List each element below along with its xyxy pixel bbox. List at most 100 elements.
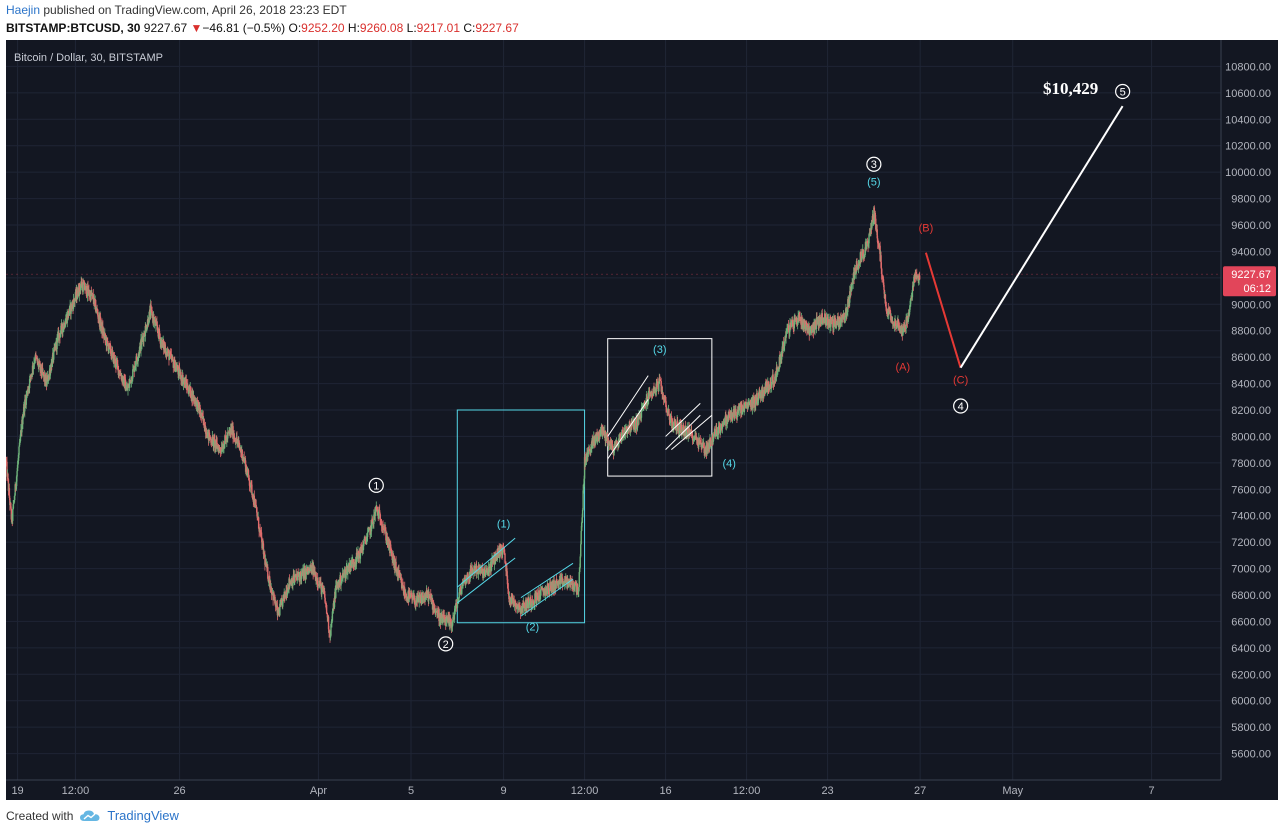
candle-body xyxy=(691,432,693,435)
candle-body xyxy=(399,575,402,580)
candle-body xyxy=(564,582,566,586)
candle-body xyxy=(852,278,854,285)
candle-body xyxy=(382,526,384,529)
candle-body xyxy=(816,318,819,325)
candle-body xyxy=(560,577,563,580)
candle-body xyxy=(358,553,361,556)
candle-body xyxy=(887,308,890,314)
candle-body xyxy=(579,567,581,573)
candle-body xyxy=(885,303,887,308)
candle-body xyxy=(888,311,890,314)
candle-body xyxy=(402,583,404,586)
candle-body xyxy=(771,378,773,382)
candle-body xyxy=(79,284,81,290)
author-link[interactable]: Haejin xyxy=(6,3,41,17)
candle-body xyxy=(288,578,291,585)
wave-label-cyan: (4) xyxy=(722,458,735,470)
chart-background xyxy=(6,40,1278,800)
candle-body xyxy=(680,425,683,434)
candle-body xyxy=(339,575,342,586)
candle-body xyxy=(125,389,127,392)
candle-body xyxy=(456,604,458,608)
candle-body xyxy=(168,351,170,361)
candle-body xyxy=(526,601,529,608)
candle-body xyxy=(215,439,218,443)
candle-body xyxy=(634,421,636,430)
candle-body xyxy=(788,331,791,334)
candle-body xyxy=(299,572,302,575)
candle-body xyxy=(202,413,204,416)
wave-label-red: (C) xyxy=(953,375,968,387)
candle-body xyxy=(749,400,751,403)
candle-body xyxy=(120,373,122,376)
candle-body xyxy=(580,544,582,557)
candle-body xyxy=(313,572,316,575)
candle-body xyxy=(461,584,463,589)
candle-body xyxy=(763,390,765,397)
candle-body xyxy=(787,325,790,330)
candle-body xyxy=(590,447,592,453)
candle-body xyxy=(61,323,63,330)
candle-body xyxy=(792,320,794,327)
candle-body xyxy=(742,405,744,408)
candle-body xyxy=(619,433,621,440)
candle-body xyxy=(317,584,319,586)
candle-body xyxy=(394,562,396,570)
candle-body xyxy=(902,332,904,336)
candle-body xyxy=(799,319,802,322)
candle-body xyxy=(457,600,459,602)
candle-body xyxy=(719,429,722,433)
candle-body xyxy=(204,426,207,434)
candle-body xyxy=(285,590,288,596)
candle-body xyxy=(257,517,260,529)
candle-body xyxy=(801,325,804,328)
candle-body xyxy=(915,273,917,279)
candle-body xyxy=(363,541,365,547)
candle-body xyxy=(114,358,117,367)
candle-body xyxy=(481,568,484,572)
y-tick-label: 9600.00 xyxy=(1231,220,1271,232)
y-tick-label: 5600.00 xyxy=(1231,749,1271,761)
target-price-label: $10,429 xyxy=(1043,79,1098,98)
candle-body xyxy=(91,294,93,296)
candle-body xyxy=(13,502,15,505)
candle-body xyxy=(351,560,353,568)
candle-body xyxy=(30,376,32,378)
candle-body xyxy=(385,540,388,542)
candle-body xyxy=(812,324,814,328)
candle-body xyxy=(728,411,730,415)
candle-body xyxy=(253,495,256,506)
candle-body xyxy=(605,440,607,441)
candle-body xyxy=(84,285,87,291)
candle-body xyxy=(297,573,299,575)
chart-svg[interactable]: 5600.00 5800.00 6000.00 6200.00 6400.00 6600.… xyxy=(6,40,1278,800)
chart-panel[interactable]: 5600.00 5800.00 6000.00 6200.00 6400.00 6600.… xyxy=(6,40,1278,800)
candle-body xyxy=(259,530,262,533)
candle-body xyxy=(307,567,309,571)
candle-body xyxy=(404,587,406,597)
candle-body xyxy=(215,439,217,447)
candle-body xyxy=(376,506,378,511)
candle-body xyxy=(80,285,82,291)
candle-body xyxy=(704,448,706,452)
candle-body xyxy=(607,443,610,446)
candle-body xyxy=(726,419,728,424)
candle-body xyxy=(92,294,94,301)
candle-body xyxy=(410,593,412,598)
candle-body xyxy=(664,399,667,402)
wave-label-red: (A) xyxy=(895,361,910,373)
candle-body xyxy=(33,363,35,366)
candle-body xyxy=(831,319,833,320)
candle-body xyxy=(12,509,14,521)
candle-body xyxy=(239,447,241,450)
candle-body xyxy=(539,589,542,596)
candle-body xyxy=(299,572,301,582)
candle-body xyxy=(446,616,448,618)
candle-body xyxy=(762,389,764,394)
candle-body xyxy=(716,433,718,437)
candle-body xyxy=(487,570,489,575)
candle-body xyxy=(123,376,125,378)
candle-body xyxy=(907,318,909,322)
tradingview-brand[interactable]: TradingView xyxy=(107,808,179,823)
candle-body xyxy=(390,544,392,551)
